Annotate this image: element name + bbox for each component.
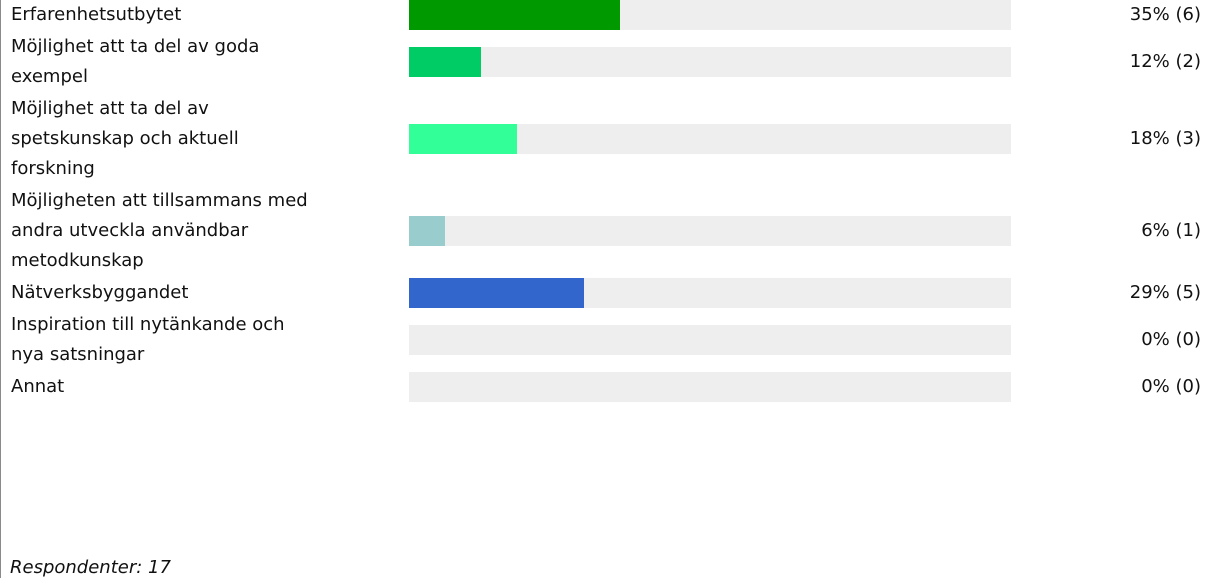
chart-row: Möjligheten att tillsammans med andra utv…: [1, 186, 1208, 276]
category-label-line: Möjligheten att tillsammans med: [11, 190, 308, 211]
bar: [409, 0, 620, 30]
category-label-line: Möjlighet att ta del av goda: [11, 36, 260, 57]
value-label: 35% (6): [1129, 4, 1201, 25]
value-label: 12% (2): [1129, 51, 1201, 72]
category-label: Möjlighet att ta del av spetskunskap och …: [11, 94, 391, 184]
bar: [409, 47, 481, 77]
bar-track: [409, 278, 1011, 308]
category-label: Inspiration till nytänkande och nya satsn…: [11, 310, 391, 370]
bar-track: [409, 47, 1011, 77]
bar-track: [409, 124, 1011, 154]
category-label-line: spetskunskap och aktuell: [11, 128, 239, 149]
bar: [409, 124, 517, 154]
chart-row: Annat 0% (0): [1, 372, 1208, 402]
category-label: Erfarenhetsutbytet: [11, 0, 391, 30]
value-label: 0% (0): [1141, 329, 1201, 350]
bar: [409, 216, 445, 246]
category-label-line: Nätverksbyggandet: [11, 282, 189, 303]
chart-row: Möjlighet att ta del av spetskunskap och …: [1, 94, 1208, 184]
category-label-line: andra utveckla användbar: [11, 220, 249, 241]
category-label: Möjlighet att ta del av goda exempel: [11, 32, 391, 92]
bar-track: [409, 325, 1011, 355]
chart-row: Erfarenhetsutbytet 35% (6): [1, 0, 1208, 30]
bar-track: [409, 0, 1011, 30]
category-label-line: Möjlighet att ta del av: [11, 98, 209, 119]
value-label: 29% (5): [1129, 282, 1201, 303]
category-label: Möjligheten att tillsammans med andra utv…: [11, 186, 391, 276]
value-label: 18% (3): [1129, 128, 1201, 149]
chart-row: Möjlighet att ta del av goda exempel 12% (…: [1, 32, 1208, 92]
category-label-line: metodkunskap: [11, 250, 144, 271]
category-label-line: exempel: [11, 66, 88, 87]
bar: [409, 278, 584, 308]
bar-track: [409, 372, 1011, 402]
bar-track: [409, 216, 1011, 246]
chart-row: Nätverksbyggandet 29% (5): [1, 278, 1208, 308]
category-label: Nätverksbyggandet: [11, 278, 391, 308]
value-label: 6% (1): [1141, 220, 1201, 241]
category-label-line: forskning: [11, 158, 95, 179]
respondents-count: Respondenter: 17: [10, 557, 171, 578]
category-label-line: nya satsningar: [11, 344, 145, 365]
value-label: 0% (0): [1141, 376, 1201, 397]
category-label-line: Inspiration till nytänkande och: [11, 314, 285, 335]
category-label-line: Annat: [11, 376, 65, 397]
category-label: Annat: [11, 372, 391, 402]
category-label-line: Erfarenhetsutbytet: [11, 4, 182, 25]
chart-row: Inspiration till nytänkande och nya satsn…: [1, 310, 1208, 370]
